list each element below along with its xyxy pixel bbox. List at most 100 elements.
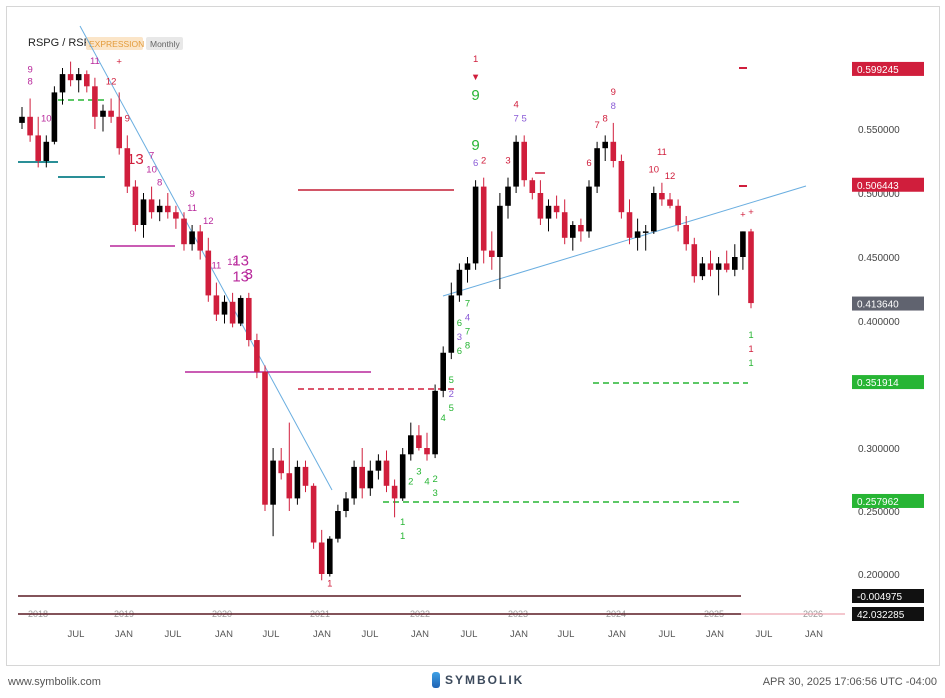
candle-body: [545, 205, 552, 219]
symbol-label: RSPG / RSP: [28, 37, 91, 49]
candle-body: [748, 231, 754, 304]
x-tick-label: JUL: [756, 629, 773, 640]
candle-body: [642, 231, 649, 233]
candle-body: [351, 466, 357, 499]
td-count-label: 8: [603, 113, 608, 124]
td-count-label: 1: [473, 54, 478, 65]
chart-frame: [6, 6, 940, 666]
x-tick-label: JUL: [165, 629, 182, 640]
td-count-label: ▼: [471, 72, 480, 83]
candle-body: [691, 244, 698, 277]
candle-body: [246, 297, 252, 341]
td-count-label: 7: [465, 327, 470, 338]
candles: [19, 61, 754, 581]
candle-body: [148, 199, 155, 213]
candle-body: [440, 352, 446, 391]
x-tick-label: JUL: [558, 629, 575, 640]
candle-body: [448, 295, 455, 353]
td-count-label: 2: [449, 389, 454, 400]
td-count-label: 7: [594, 120, 599, 131]
candle-body: [205, 250, 212, 296]
price-tag-label: 0.351914: [857, 378, 899, 389]
td-count-label: 3: [432, 488, 437, 499]
candle-body: [594, 148, 600, 187]
candle-body: [67, 74, 74, 81]
price-tag: [852, 296, 924, 311]
candle-body: [432, 390, 438, 455]
candle-body: [618, 161, 625, 213]
candle-body: [375, 460, 382, 471]
td-count-label: 7: [149, 151, 154, 162]
candle-body: [732, 257, 738, 270]
candle-body: [270, 460, 276, 505]
td-count-label: 3: [457, 332, 462, 343]
td-count-label: 1: [748, 330, 753, 341]
period-badge-bg: [146, 37, 183, 50]
td-count-label: 9: [471, 87, 479, 104]
x-tick-label: JAN: [706, 629, 724, 640]
td-count-label: 9: [189, 189, 194, 200]
candle-body: [634, 231, 641, 238]
footer-timestamp: APR 30, 2025 17:06:56 UTC -04:00: [762, 676, 937, 688]
candle-body: [359, 466, 365, 489]
candle-body: [173, 212, 179, 219]
candle-body: [197, 231, 203, 251]
candle-body: [586, 186, 592, 232]
candle-body: [343, 498, 349, 511]
x-tick-label: JUL: [659, 629, 676, 640]
candle-body: [262, 371, 268, 505]
td-count-label: 9: [125, 113, 130, 124]
indicator-tag-label: 42.032285: [857, 610, 905, 621]
price-tag: [852, 375, 924, 390]
candle-body: [675, 205, 681, 225]
td-count-label: 7: [465, 299, 470, 310]
candle-body: [302, 466, 309, 486]
price-tag: [852, 177, 924, 192]
candle-body: [327, 538, 333, 574]
td-count-label: 1: [400, 517, 405, 528]
td-count-label: +: [748, 207, 754, 218]
td-count-label: 1: [400, 531, 405, 542]
candle-body: [740, 231, 746, 257]
td-count-label: 11: [211, 261, 221, 272]
candle-body: [513, 141, 519, 187]
expression-badge: EXPRESSION: [89, 39, 144, 49]
td-count-label: 3: [505, 156, 510, 167]
indicator-tag-label: -0.004975: [857, 592, 902, 603]
candle-body: [189, 231, 195, 245]
y-tick-label: 0.450000: [858, 253, 900, 264]
candle-body: [19, 116, 25, 123]
candle-body: [651, 193, 657, 232]
candle-body: [456, 269, 463, 296]
x-tick-label: JAN: [510, 629, 528, 640]
td-count-label: 4: [424, 477, 429, 488]
td-count-label: 5: [522, 113, 527, 124]
candle-body: [75, 74, 82, 81]
footer-website[interactable]: www.symbolik.com: [8, 676, 101, 688]
candle-body: [408, 435, 414, 455]
candle-body: [221, 301, 228, 315]
x-tick-label: JAN: [115, 629, 133, 640]
td-count-label: 5: [449, 375, 454, 386]
candle-body: [84, 74, 90, 87]
td-count-label: 3: [245, 266, 253, 283]
candle-body: [367, 470, 374, 489]
x-tick-label: JUL: [362, 629, 379, 640]
td-count-label: 4: [465, 313, 470, 324]
candle-body: [707, 263, 714, 270]
period-badge: Monthly: [150, 39, 181, 49]
td-count-label: 9: [27, 65, 32, 76]
td-count-label: 13: [232, 252, 249, 269]
indicator-tag: [852, 607, 924, 621]
td-count-label: 3: [416, 467, 421, 478]
candle-body: [497, 205, 503, 257]
candle-body: [723, 263, 730, 270]
candle-body: [108, 110, 114, 117]
y-tick-label: 0.200000: [858, 570, 900, 581]
price-tags: 0.599245 0.506443 0.413640 0.351914 0.257962: [852, 61, 924, 508]
td-count-label: 12: [106, 77, 117, 88]
candle-body: [100, 110, 106, 117]
chart-header: RSPG / RSP EXPRESSION Monthly: [28, 37, 183, 50]
candle-body: [472, 186, 479, 264]
